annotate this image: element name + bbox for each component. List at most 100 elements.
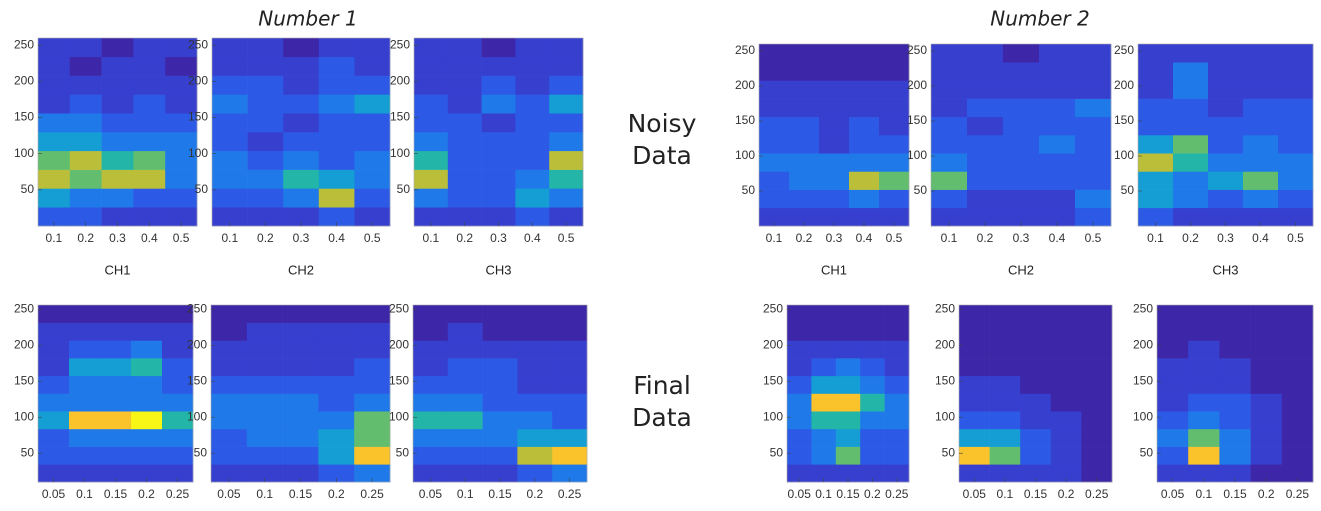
- heatmap-cell: [835, 393, 861, 412]
- heatmap-cell: [552, 375, 588, 394]
- y-tick-label: 100: [1133, 409, 1153, 423]
- heatmap-cell: [447, 393, 483, 412]
- heatmap-cell: [931, 153, 968, 172]
- heatmap-cell: [549, 94, 584, 114]
- x-tick-label: 0.1: [256, 487, 273, 501]
- heatmap-cell: [38, 38, 71, 58]
- heatmap-cell: [931, 116, 968, 136]
- y-tick-label: 50: [195, 182, 209, 196]
- heatmap-cell: [1003, 207, 1040, 227]
- heatmap-cell: [69, 38, 102, 58]
- heatmap-cell: [354, 169, 391, 189]
- x-tick-label: 0.15: [1223, 487, 1247, 501]
- group-title: Number 1: [258, 7, 357, 31]
- heatmap-cell: [482, 428, 518, 447]
- heatmap-cell: [1243, 171, 1279, 190]
- y-tick-label: 200: [1133, 337, 1153, 351]
- y-tick-label: 50: [942, 445, 956, 459]
- heatmap-cell: [100, 464, 132, 483]
- group-title: Number 2: [990, 7, 1089, 31]
- heatmap-cell: [1219, 375, 1251, 394]
- heatmap-cell: [860, 464, 885, 483]
- heatmap-cell: [413, 340, 449, 359]
- heatmap-cell: [447, 428, 483, 447]
- heatmap-cell: [787, 428, 812, 447]
- heatmap-cell: [884, 428, 910, 447]
- heatmap-cell: [1075, 135, 1112, 154]
- heatmap-cell: [38, 150, 71, 170]
- y-tick-label: 50: [1121, 183, 1135, 197]
- heatmap-cell: [283, 75, 320, 95]
- heatmap-cell: [69, 340, 101, 359]
- heatmap-cell: [1050, 464, 1082, 483]
- y-tick-label: 50: [397, 182, 411, 196]
- heatmap-cell: [282, 464, 319, 483]
- heatmap-cell: [1020, 375, 1052, 394]
- heatmap-cell: [959, 340, 990, 359]
- heatmap-cell: [1208, 44, 1244, 63]
- heatmap-cell: [1188, 428, 1220, 447]
- y-tick-label: 100: [907, 148, 927, 162]
- heatmap-cell: [100, 411, 132, 430]
- heatmap-cell: [819, 62, 850, 81]
- y-tick-label: 150: [907, 113, 927, 127]
- heatmap-cell: [481, 113, 516, 133]
- heatmap-cell: [1281, 411, 1314, 430]
- x-tick-label: 0.25: [360, 487, 384, 501]
- y-tick-label: 200: [389, 337, 409, 351]
- heatmap-cell: [413, 393, 449, 412]
- heatmap-cell: [211, 305, 248, 323]
- x-tick-label: 0.25: [885, 487, 909, 501]
- heatmap-cell: [552, 411, 588, 430]
- heatmap-cell: [413, 428, 449, 447]
- y-tick-label: 100: [1114, 148, 1134, 162]
- heatmap-cell: [211, 322, 248, 341]
- heatmap-cell: [860, 446, 885, 465]
- heatmap-cell: [549, 56, 584, 76]
- heatmap-cell: [1138, 44, 1174, 63]
- heatmap-cell: [69, 464, 101, 483]
- heatmap-cell: [989, 375, 1021, 394]
- heatmap-cell: [354, 375, 391, 394]
- heatmap-cell: [1075, 207, 1112, 227]
- heatmap-cell: [884, 393, 910, 412]
- heatmap-cell: [1188, 358, 1220, 377]
- heatmap-cell: [860, 393, 885, 412]
- x-tick-label: 0.2: [328, 487, 345, 501]
- heatmap-cell: [860, 428, 885, 447]
- x-tick-label: 0.2: [977, 231, 994, 245]
- heatmap-cell: [835, 428, 861, 447]
- heatmap-cell: [282, 428, 319, 447]
- heatmap-cell: [549, 113, 584, 133]
- heatmap-cell: [549, 169, 584, 189]
- heatmap-cell: [1219, 358, 1251, 377]
- heatmap-cell: [282, 393, 319, 412]
- heatmap-cell: [481, 56, 516, 76]
- heatmap-cell: [811, 411, 837, 430]
- heatmap-cell: [1003, 80, 1040, 99]
- heatmap-cell: [967, 171, 1004, 190]
- heatmap-cell: [354, 150, 391, 170]
- heatmap-cell: [165, 56, 198, 76]
- heatmap-cell: [1138, 207, 1174, 227]
- heatmap-cell: [1173, 98, 1209, 118]
- heatmap-cell: [211, 375, 248, 394]
- heatmap-cell: [1157, 358, 1189, 377]
- heatmap-cell: [1050, 446, 1082, 465]
- x-tick-label: 0.2: [864, 487, 881, 501]
- heatmap-cell: [1003, 62, 1040, 81]
- x-tick-label: 0.2: [1182, 231, 1199, 245]
- heatmap-cell: [1050, 340, 1082, 359]
- heatmap-cell: [1157, 464, 1189, 483]
- heatmap-cell: [549, 38, 584, 58]
- heatmap-cell: [1050, 428, 1082, 447]
- heatmap-cell: [517, 305, 553, 323]
- heatmap-cell: [959, 358, 990, 377]
- heatmap-cell: [318, 358, 355, 377]
- heatmap-cell: [283, 188, 320, 208]
- heatmap-cell: [787, 393, 812, 412]
- heatmap-cell: [133, 169, 166, 189]
- heatmap-cell: [101, 207, 134, 227]
- heatmap-cell: [38, 113, 71, 133]
- heatmap-cell: [1020, 411, 1052, 430]
